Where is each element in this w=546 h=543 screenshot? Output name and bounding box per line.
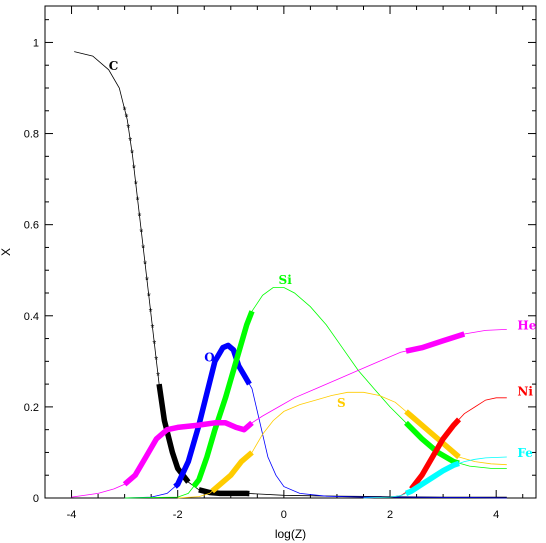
y-tick-label: 0 bbox=[33, 493, 39, 505]
series-label-ni: Ni bbox=[517, 385, 533, 399]
series-marker-c: * bbox=[162, 411, 166, 422]
series-marker-c: * bbox=[160, 398, 164, 409]
y-tick-label: 0.4 bbox=[24, 311, 39, 323]
series-label-he: He bbox=[517, 318, 536, 332]
series-thick-o bbox=[173, 342, 252, 489]
series-label-fe: Fe bbox=[517, 446, 533, 460]
series-marker-c: * bbox=[125, 113, 129, 124]
y-axis-label: X bbox=[0, 248, 13, 256]
series-thick-si bbox=[191, 310, 255, 489]
series-label-o: O bbox=[204, 350, 214, 364]
series-marker-c: * bbox=[145, 275, 149, 286]
series-thick-c bbox=[198, 487, 250, 497]
series-thick-he bbox=[122, 420, 254, 487]
series-marker-c: * bbox=[130, 149, 134, 160]
plot-frame bbox=[44, 5, 537, 499]
series-thick-s bbox=[404, 409, 461, 460]
series-marker-c: * bbox=[134, 180, 138, 191]
series-marker-c: * bbox=[149, 307, 153, 318]
series-marker-c: * bbox=[151, 323, 155, 334]
series-marker-c: * bbox=[143, 259, 147, 270]
series-labels: C O Si He S Ni Fe bbox=[109, 59, 537, 460]
x-tick-label: -4 bbox=[67, 509, 77, 521]
series-marker-c: * bbox=[138, 212, 142, 223]
series-label-si: Si bbox=[279, 273, 293, 287]
axis-ticks: -4 -2 0 2 4 0 0.2 0.4 0.6 0.8 1 bbox=[24, 6, 536, 521]
series-thick-s bbox=[210, 450, 254, 494]
x-tick-label: 0 bbox=[281, 509, 287, 521]
y-tick-label: 0.2 bbox=[24, 402, 39, 414]
series-thick-he bbox=[405, 331, 466, 354]
plot-border bbox=[44, 5, 537, 499]
series-marker-c: * bbox=[152, 339, 156, 350]
series-marker-c: * bbox=[139, 228, 143, 239]
series-marker-c: * bbox=[147, 291, 151, 302]
x-tick-label: -2 bbox=[173, 509, 183, 521]
series-thick-ni bbox=[409, 417, 462, 491]
series-marker-c: * bbox=[158, 386, 162, 397]
series-marker-c: * bbox=[154, 355, 158, 366]
y-tick-label: 0.6 bbox=[24, 220, 39, 232]
series-marker-c: * bbox=[128, 136, 132, 147]
x-tick-label: 2 bbox=[387, 509, 393, 521]
series-thick-fe bbox=[404, 460, 460, 496]
series-label-s: S bbox=[337, 396, 346, 410]
series-marker-c: * bbox=[126, 123, 130, 134]
series-marker-c: * bbox=[136, 196, 140, 207]
y-tick-label: 0.8 bbox=[24, 129, 39, 141]
y-tick-label: 1 bbox=[33, 37, 39, 49]
series-marker-c: * bbox=[123, 105, 127, 116]
series-marker-c: * bbox=[156, 371, 160, 382]
series-label-c: C bbox=[109, 59, 119, 73]
series-marker-c: * bbox=[141, 243, 145, 254]
x-axis-label: log(Z) bbox=[275, 527, 306, 541]
series-marker-c: * bbox=[132, 164, 136, 175]
series-layer: ********************** bbox=[71, 51, 507, 499]
x-tick-label: 4 bbox=[493, 509, 499, 521]
